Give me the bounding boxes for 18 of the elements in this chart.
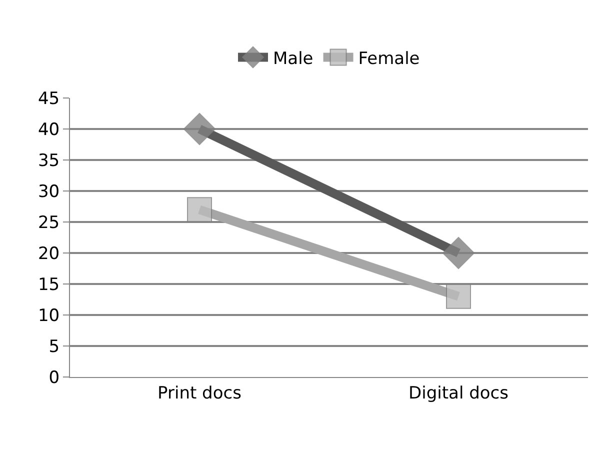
point	[183, 112, 216, 146]
y-tick-label: 5	[48, 336, 60, 357]
point	[187, 197, 212, 222]
legend-label: Male	[273, 48, 314, 69]
point	[446, 284, 471, 309]
y-tick-label: 35	[38, 150, 60, 171]
y-tick-label: 20	[38, 244, 60, 264]
x-tick-label: Print docs	[158, 383, 242, 404]
y-tick-label: 10	[38, 306, 60, 326]
y-tick-label: 40	[38, 120, 60, 140]
y-tick-label: 0	[48, 368, 60, 388]
y-tick-label: 30	[38, 182, 60, 202]
y-tick-label: 45	[38, 88, 60, 109]
point	[442, 236, 475, 270]
x-tick-label: Digital docs	[408, 383, 509, 404]
y-tick-label: 15	[38, 274, 60, 295]
legend-label: Female	[358, 48, 420, 69]
y-tick-label: 25	[38, 212, 60, 233]
